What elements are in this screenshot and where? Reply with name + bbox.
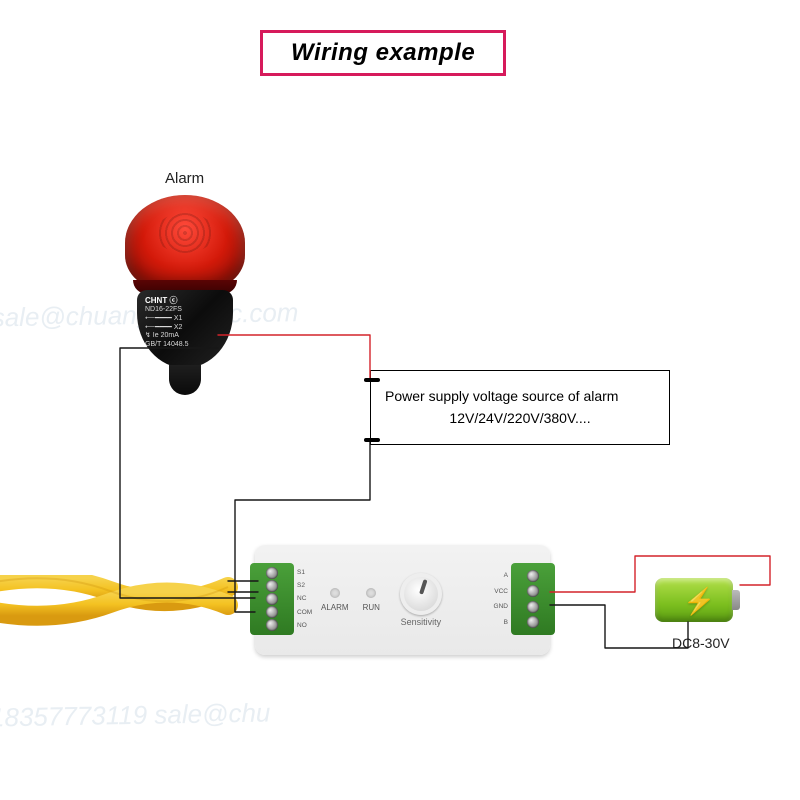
term-com: COM	[297, 609, 312, 616]
screw-icon	[266, 567, 278, 579]
screw-icon	[266, 606, 278, 618]
alarm-stem	[169, 365, 201, 395]
led-run-label: RUN	[363, 603, 380, 612]
screw-icon	[527, 585, 539, 597]
power-supply-box: Power supply voltage source of alarm 12V…	[370, 370, 670, 445]
term-a: A	[494, 572, 508, 579]
battery-tip	[732, 590, 740, 610]
alarm-device: CHNT ⓒ ND16-22FS ⟵━━━━ X1 ⟵━━━━ X2 ↯ Ie …	[115, 195, 255, 395]
screw-icon	[266, 619, 278, 631]
term-b: B	[494, 619, 508, 626]
module-panel: ALARM RUN Sensitivity	[315, 557, 490, 643]
alarm-model: ND16-22FS	[145, 306, 225, 315]
term-s2: S2	[297, 582, 312, 589]
term-gnd: GND	[494, 603, 508, 610]
alarm-dome	[125, 195, 245, 290]
battery-label: DC8-30V	[672, 635, 730, 651]
psu-line1: Power supply voltage source of alarm	[385, 385, 655, 407]
screw-icon	[527, 570, 539, 582]
term-nc: NC	[297, 595, 312, 602]
screw-icon	[266, 593, 278, 605]
led-alarm-label: ALARM	[321, 603, 349, 612]
alarm-x1: ⟵━━━━ X1	[145, 315, 225, 324]
alarm-brand: CHNT ⓒ	[145, 296, 225, 306]
title-box: Wiring example	[260, 30, 506, 76]
led-alarm: ALARM	[321, 588, 349, 612]
alarm-body: CHNT ⓒ ND16-22FS ⟵━━━━ X1 ⟵━━━━ X2 ↯ Ie …	[137, 290, 233, 368]
terminal-block-left	[250, 563, 294, 635]
alarm-x2: ⟵━━━━ X2	[145, 324, 225, 333]
sensing-cable	[0, 575, 250, 629]
psu-line2: 12V/24V/220V/380V....	[385, 407, 655, 429]
term-s1: S1	[297, 569, 312, 576]
term-vcc: VCC	[494, 588, 508, 595]
right-terminal-labels: A VCC GND B	[494, 563, 508, 635]
screw-icon	[527, 601, 539, 613]
sensitivity-dial: Sensitivity	[400, 573, 442, 627]
watermark-2: 18357773119 sale@chu	[0, 698, 271, 734]
led-run: RUN	[363, 588, 380, 612]
left-terminal-labels: S1 S2 NC COM NO	[297, 563, 312, 635]
screw-icon	[266, 580, 278, 592]
screw-icon	[527, 616, 539, 628]
terminal-block-right	[511, 563, 555, 635]
battery	[655, 578, 740, 622]
sensor-module: S1 S2 NC COM NO ALARM RUN Sensitivity A …	[255, 545, 550, 655]
alarm-ie: ↯ Ie 20mA	[145, 332, 225, 341]
term-no: NO	[297, 622, 312, 629]
alarm-label: Alarm	[165, 170, 204, 187]
dial-label: Sensitivity	[401, 617, 442, 627]
alarm-std: GB/T 14048.5	[145, 341, 225, 350]
